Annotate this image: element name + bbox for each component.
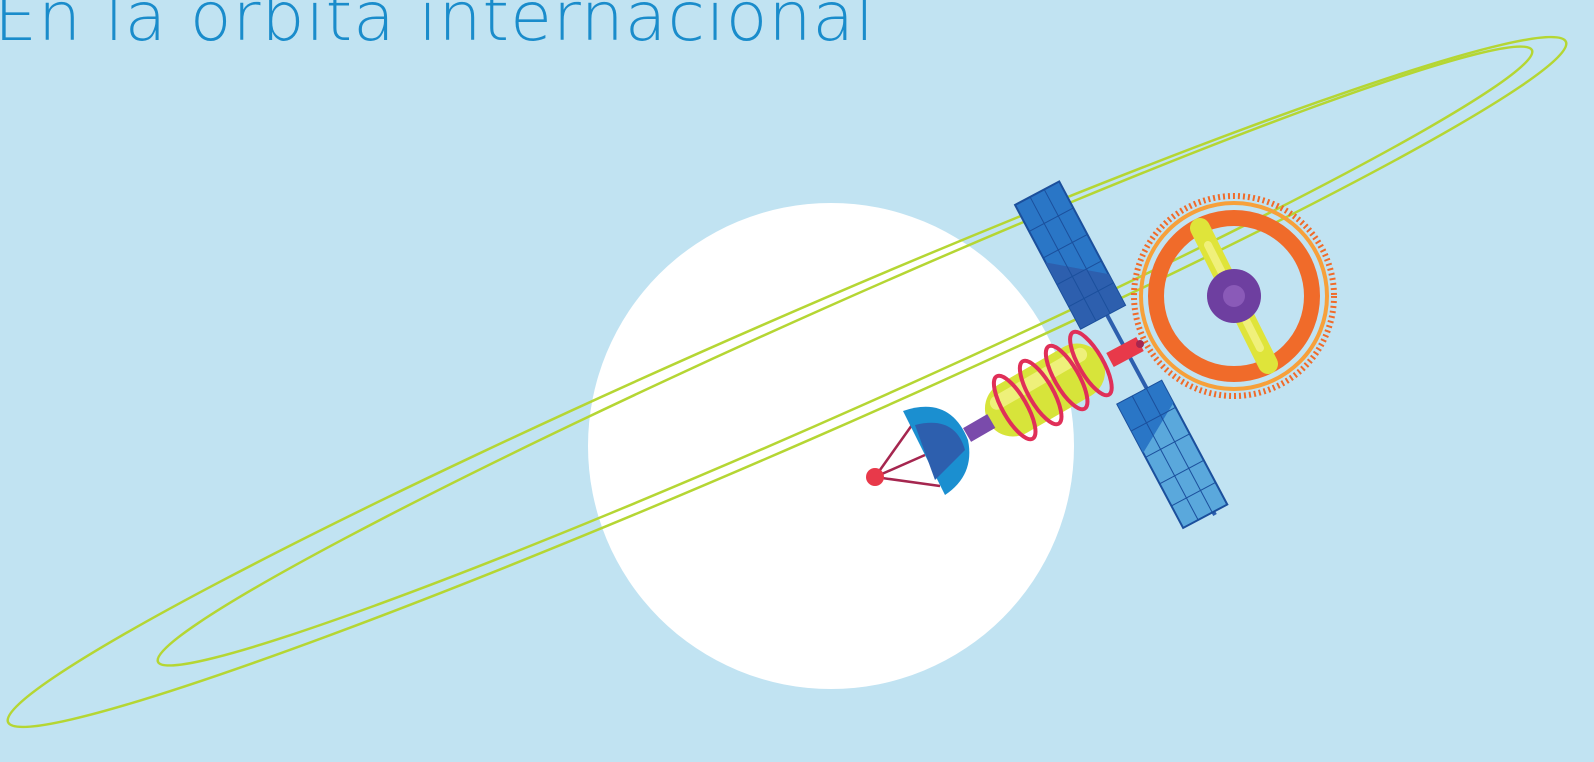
body: [963, 329, 1114, 442]
connector: [1106, 336, 1144, 368]
ring-module: [1131, 193, 1337, 399]
satellite: [866, 180, 1337, 530]
solar-panel-bottom: [1116, 379, 1229, 530]
planet: [588, 203, 1074, 689]
dish: [866, 406, 970, 495]
inner-orbit: [156, 45, 1534, 667]
page-title: En la órbita internacional: [0, 0, 875, 57]
solar-panel-top: [1013, 180, 1127, 330]
